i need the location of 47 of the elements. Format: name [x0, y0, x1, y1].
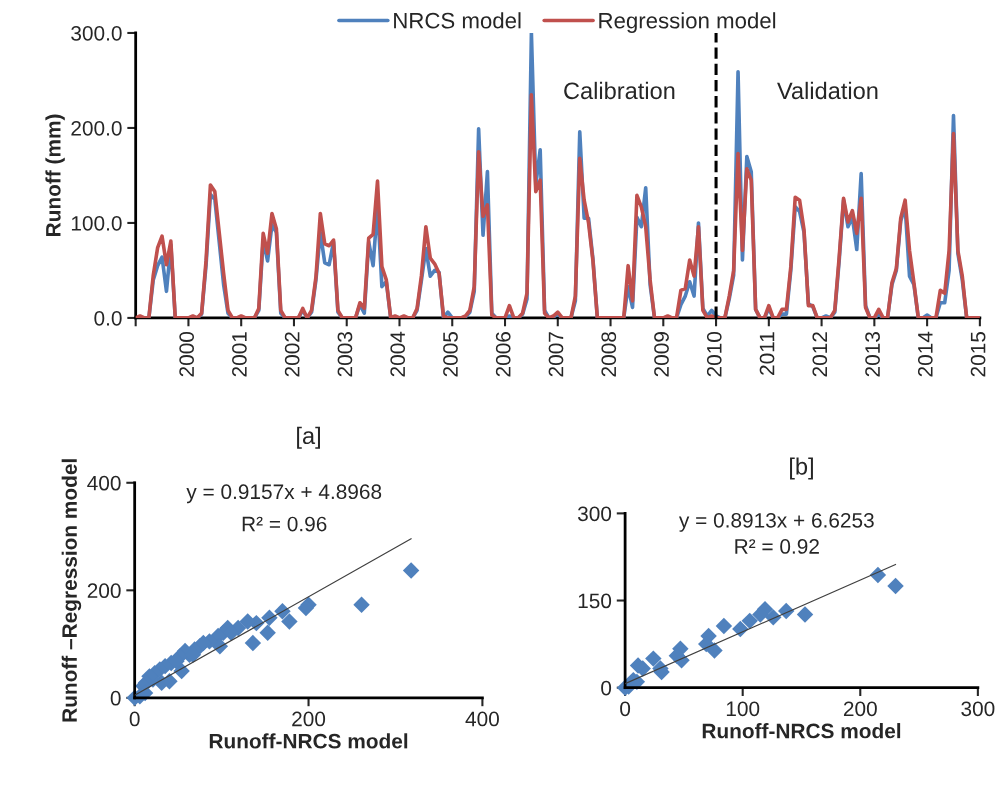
y-tick-label: 100.0	[71, 215, 122, 231]
y-tick-label: 200	[87, 583, 121, 599]
x-tick-label: 2006	[495, 332, 511, 377]
y-tick-label: 200.0	[71, 120, 122, 136]
x-tick-label: 400	[465, 711, 499, 727]
x-tick-label: 200	[843, 701, 877, 717]
x-tick-label: 2002	[284, 332, 300, 377]
x-tick-label: 2010	[706, 331, 722, 377]
y-axis-title: Runoff (mm)	[45, 114, 65, 236]
legend-label: Regression model	[599, 12, 776, 33]
annotation: y = 0.9157x + 4.8968	[186, 484, 382, 504]
x-tick-label: 2009	[654, 332, 669, 377]
y-axis-title: Runoff –Regression model	[61, 459, 82, 722]
y-tick-label: 400	[87, 475, 121, 491]
x-tick-label: 2015	[970, 331, 986, 377]
x-tick-label: 2000	[179, 331, 195, 377]
x-tick-label: 0	[129, 711, 140, 727]
x-tick-label: 2005	[443, 331, 458, 377]
annotation: Validation	[777, 81, 878, 100]
chart-title: [b]	[790, 457, 813, 480]
y-tick-label: 0	[110, 690, 121, 706]
x-tick-label: 2013	[865, 332, 880, 377]
x-tick-label: 2014	[917, 331, 933, 377]
legend-label: NRCS model	[394, 12, 521, 29]
x-tick-label: 2011	[759, 332, 775, 375]
x-tick-label: 0	[620, 701, 631, 717]
x-tick-label: 2001	[232, 332, 247, 377]
x-tick-label: 2008	[601, 332, 617, 377]
x-axis-title: Runoff-NRCS model	[702, 723, 901, 739]
x-tick-label: 2007	[548, 332, 564, 377]
x-tick-label: 2004	[390, 331, 406, 377]
y-tick-label: 0.0	[94, 310, 122, 326]
annotation: Calibration	[564, 81, 675, 100]
annotation: y = 0.8913x + 6.6253	[678, 512, 874, 532]
annotation: R² = 0.92	[735, 539, 819, 554]
x-tick-label: 200	[292, 711, 326, 727]
x-tick-label: 2003	[337, 332, 353, 377]
annotation: R² = 0.96	[242, 516, 327, 532]
y-tick-label: 300	[577, 506, 612, 522]
y-tick-label: 300.0	[71, 25, 122, 41]
chart-title: [a]	[297, 426, 320, 449]
y-tick-label: 150	[578, 593, 612, 609]
x-tick-label: 100	[726, 701, 760, 717]
x-tick-label: 300	[961, 701, 995, 717]
x-tick-label: 2012	[812, 332, 828, 377]
y-tick-label: 0	[601, 680, 612, 696]
x-axis-title: Runoff-NRCS model	[209, 733, 408, 749]
